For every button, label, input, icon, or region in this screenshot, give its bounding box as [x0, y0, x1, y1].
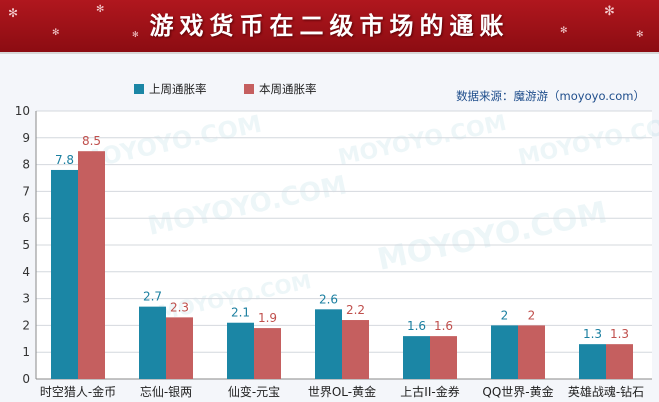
bar [139, 306, 166, 379]
y-tick-label: 7 [22, 184, 30, 198]
y-tick-label: 4 [22, 265, 30, 279]
snowflake-icon: ✻ [604, 4, 615, 19]
snowflake-icon: ✻ [636, 30, 644, 40]
bar [227, 322, 254, 379]
bar [78, 151, 105, 379]
y-tick-label: 3 [22, 292, 30, 306]
data-label: 1.6 [434, 319, 453, 333]
bar [579, 344, 606, 379]
snowflake-icon: ✻ [96, 4, 105, 15]
legend-swatch [134, 84, 144, 94]
bar [51, 169, 78, 379]
data-label: 8.5 [82, 134, 101, 148]
title-banner: ✻ ✻ ✻ ✻ ✻ ✻ ✻ 游戏货币在二级市场的通账 [0, 0, 659, 54]
x-tick-label: 时空猎人-金币 [40, 384, 116, 399]
data-label: 1.6 [407, 319, 426, 333]
x-tick-label: 仙变-元宝 [228, 384, 280, 399]
legend-label: 上周通胀率 [149, 82, 207, 96]
data-source: 数据来源：魔游游（moyoyo.com） [456, 89, 645, 103]
y-tick-label: 10 [15, 104, 30, 118]
snowflake-icon: ✻ [560, 26, 568, 36]
snowflake-icon: ✻ [8, 6, 19, 20]
x-tick-label: 忘仙-银两 [140, 384, 192, 399]
bar [166, 317, 193, 379]
snowflake-icon: ✻ [132, 30, 139, 39]
data-label: 2.6 [319, 292, 338, 306]
data-label: 2 [528, 308, 536, 322]
snowflake-icon: ✻ [52, 28, 60, 38]
page-title: 游戏货币在二级市场的通账 [149, 11, 510, 40]
bar [342, 320, 369, 379]
bar [315, 309, 342, 379]
y-tick-label: 6 [22, 211, 30, 225]
data-label: 7.8 [55, 153, 74, 167]
x-tick-label: QQ世界-黄金 [482, 384, 553, 399]
bar [254, 328, 281, 379]
y-tick-label: 1 [22, 345, 30, 359]
legend-label: 本周通胀率 [259, 82, 317, 96]
data-label: 2.1 [231, 306, 250, 320]
bar [491, 325, 518, 379]
data-label: 1.9 [258, 311, 277, 325]
y-tick-label: 5 [22, 238, 30, 252]
x-tick-label: 英雄战魂-钻石 [568, 384, 644, 399]
data-label: 2 [501, 308, 509, 322]
bar [606, 344, 633, 379]
y-tick-label: 8 [22, 158, 30, 172]
y-tick-label: 9 [22, 131, 30, 145]
legend-swatch [244, 84, 254, 94]
x-tick-label: 世界OL-黄金 [308, 384, 376, 399]
x-tick-label: 上古II-金券 [400, 384, 459, 399]
bar [403, 336, 430, 379]
y-tick-label: 2 [22, 318, 30, 332]
data-label: 1.3 [610, 327, 629, 341]
y-tick-label: 0 [22, 372, 30, 386]
data-label: 2.2 [346, 303, 365, 317]
bar [430, 336, 457, 379]
data-label: 2.7 [143, 290, 162, 304]
data-label: 2.3 [170, 300, 189, 314]
data-label: 1.3 [583, 327, 602, 341]
bar [518, 325, 545, 379]
